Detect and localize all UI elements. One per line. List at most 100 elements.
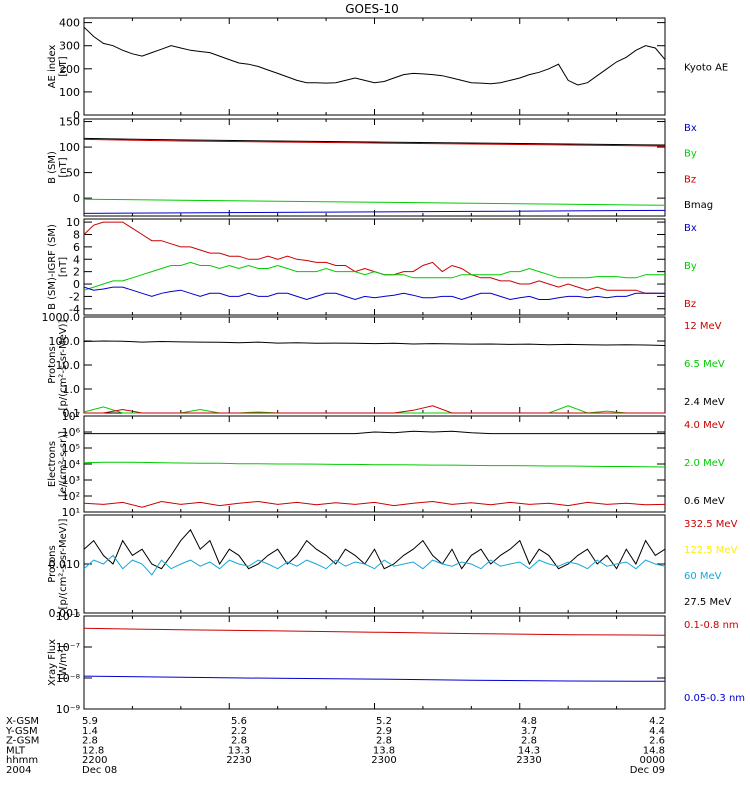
y-tick-label: 6 [73, 241, 80, 254]
legend-entry: 0.1-0.8 nm [684, 620, 739, 631]
time-axis-value: 4.2 [649, 716, 665, 727]
legend-entry: Bx [684, 123, 697, 134]
y-axis-label: Protons [47, 545, 58, 582]
time-axis-value: 2.6 [649, 736, 665, 747]
series-27-5-mev [83, 528, 666, 570]
panel-6: 10⁻⁹ 10⁻⁸ 10⁻⁷ 10⁻⁶ Xray Flux [W/m²] 0.1-0.8 n… [47, 610, 745, 716]
time-axis-value: 2.8 [376, 736, 392, 747]
legend-entry: Bx [684, 223, 697, 234]
series-bx [83, 209, 666, 214]
legend-entry: Bz [684, 299, 696, 310]
panel-frame [83, 118, 666, 217]
y-tick-label: 0.001 [49, 607, 81, 620]
series-0-05-0-3-nm [83, 675, 666, 682]
panel-0: 0 100 200 300 400 AE index [nT] Kyoto AE [47, 17, 728, 122]
y-tick-label: 10⁶ [62, 426, 81, 439]
legend-entry: 0.05-0.3 nm [684, 693, 745, 704]
panel-frame [83, 17, 666, 116]
legend-entry: 332.5 MeV [684, 519, 738, 530]
panel-3: 0.1 1.0 10.0 100.0 1000.0 Protons [p/(cm²-s-sr… [42, 311, 725, 420]
time-axis-value: 1.4 [82, 726, 98, 737]
y-axis-label: Protons [47, 346, 58, 383]
time-axis-value: 14.3 [518, 745, 540, 756]
panel-frame [83, 415, 666, 513]
time-axis-value: 2200 [82, 755, 107, 766]
y-tick-label: 10⁻⁸ [56, 672, 81, 685]
legend-entry: By [684, 149, 697, 160]
y-axis-unit: [nT] [58, 56, 69, 76]
series-2-0-mev [83, 461, 666, 468]
y-tick-label: 10¹ [62, 506, 80, 519]
y-axis-unit: [W/m²] [58, 645, 69, 680]
legend-entry: Bz [684, 174, 696, 185]
y-tick-label: 0.1 [63, 407, 81, 420]
series-0-1-0-8-nm [83, 627, 666, 636]
time-axis-value: 2330 [516, 755, 541, 766]
y-tick-label: 300 [59, 40, 80, 53]
y-tick-label: 0 [73, 278, 80, 291]
time-axis-value: 2.8 [521, 736, 537, 747]
y-tick-label: 10.0 [56, 359, 81, 372]
time-axis-row-label: Z-GSM [6, 736, 39, 747]
series-0-6-mev [84, 430, 665, 435]
y-tick-label: 150 [59, 116, 80, 129]
y-tick-label: 10 [66, 216, 80, 229]
time-axis-value: Dec 09 [630, 765, 665, 776]
time-axis-value: 4.8 [521, 716, 537, 727]
time-axis-value: 5.9 [82, 716, 98, 727]
y-axis-unit: [p/(cm²-s-sr-MeV)] [58, 518, 69, 609]
time-axis-row-label: X-GSM [6, 716, 39, 727]
time-axis-row-label: Y-GSM [5, 726, 38, 737]
time-axis-value: 2230 [226, 755, 251, 766]
y-axis-label: B (SM) [47, 151, 58, 184]
y-tick-label: -2 [69, 290, 80, 303]
y-axis-label: B (SM)-IGRF (SM) [47, 224, 58, 310]
y-tick-label: 10⁻⁹ [56, 703, 80, 716]
time-axis-value: 3.7 [521, 726, 537, 737]
series-bz [83, 138, 666, 147]
time-axis-value: 14.8 [643, 745, 665, 756]
y-tick-label: 10⁷ [62, 410, 80, 423]
y-tick-label: 100.0 [49, 335, 81, 348]
legend-entry: 12 MeV [684, 321, 722, 332]
time-axis-value: 2300 [371, 755, 396, 766]
series-bx [83, 286, 665, 301]
y-tick-label: 100 [59, 141, 80, 154]
panel-frame [83, 316, 666, 414]
y-axis-unit: [p/(cm²-s-sr-MeV)] [58, 319, 69, 410]
panel-4: 10¹ 10² 10³ 10⁴ 10⁵ 10⁶ 10⁷ Electrons [e/(cm²-s-… [47, 410, 725, 519]
series-12-mev [84, 405, 665, 414]
y-tick-label: 4 [73, 253, 80, 266]
series-2-4-mev [83, 340, 666, 346]
legend-entry: 2.4 MeV [684, 397, 725, 408]
series-bmag [83, 137, 666, 146]
y-tick-label: 10³ [62, 474, 80, 487]
y-tick-label: 100 [59, 86, 80, 99]
time-axis-value: 5.2 [376, 716, 392, 727]
y-axis-label: AE index [47, 45, 58, 89]
time-axis-value: 0000 [640, 755, 665, 766]
legend-entry: 6.5 MeV [684, 359, 725, 370]
y-tick-label: 400 [59, 17, 80, 30]
y-tick-label: 1000.0 [42, 311, 81, 324]
legend-entry: 4.0 MeV [684, 420, 725, 431]
y-axis-label: Xray Flux [47, 639, 58, 686]
series-60-mev [83, 554, 666, 576]
series-kyoto-ae [83, 26, 666, 86]
time-axis-value: 2.8 [82, 736, 98, 747]
panel-frame [83, 218, 666, 316]
y-tick-label: 1.0 [63, 383, 81, 396]
time-axis-row-label: hhmm [6, 755, 38, 766]
time-axis-value: 13.3 [228, 745, 250, 756]
legend-entry: Kyoto AE [684, 63, 728, 74]
y-axis-unit: [e/(cm²-s-sr)] [58, 431, 69, 497]
time-axis-value: Dec 08 [82, 765, 117, 776]
legend-entry: 122.5 MeV [684, 545, 738, 556]
y-tick-label: 10² [62, 490, 80, 503]
time-axis-value: 4.4 [649, 726, 665, 737]
series-bz [83, 221, 665, 294]
time-axis-value: 2.9 [376, 726, 392, 737]
